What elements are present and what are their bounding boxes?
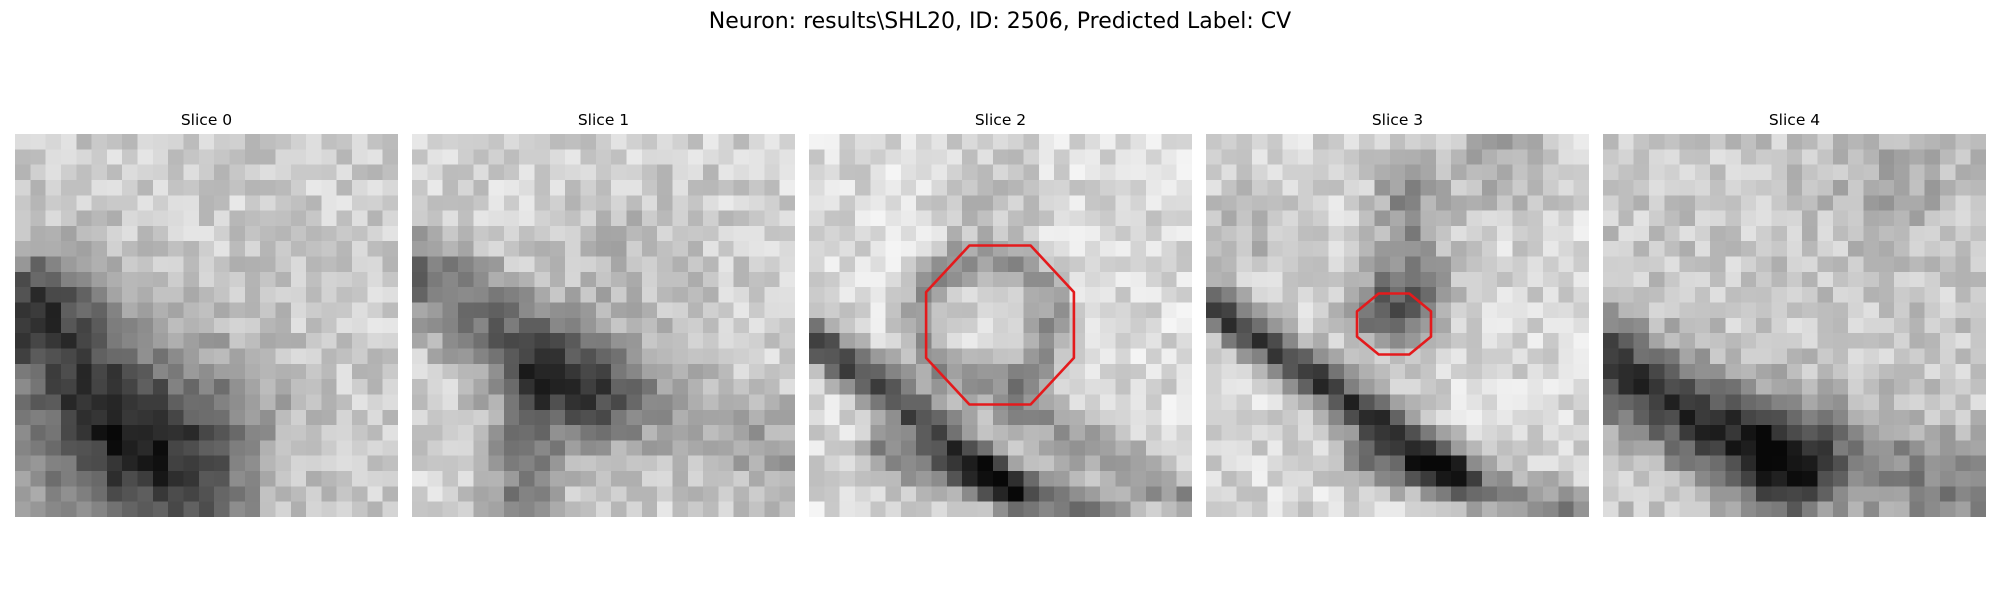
slice-title: Slice 2 [974, 111, 1027, 129]
slice-image [1603, 134, 1986, 517]
slice-title: Slice 4 [1768, 111, 1821, 129]
slice-image [412, 134, 795, 517]
slice-panel-3: Slice 3 [1206, 110, 1589, 517]
pixel-grid [1206, 134, 1589, 517]
slice-panel-1: Slice 1 [412, 110, 795, 517]
vesicle-outline [924, 244, 1076, 406]
figure-title: Neuron: results\SHL20, ID: 2506, Predict… [708, 9, 1292, 34]
slice-panel-0: Slice 0 [15, 110, 398, 517]
slice-image [15, 134, 398, 517]
pixel-grid [15, 134, 398, 517]
slice-panel-2: Slice 2 [809, 110, 1192, 517]
pixel-grid [1603, 134, 1986, 517]
slice-title: Slice 1 [577, 111, 630, 129]
slice-panel-4: Slice 4 [1603, 110, 1986, 517]
slice-title: Slice 0 [180, 111, 233, 129]
slice-image [809, 134, 1192, 517]
pixel-grid [412, 134, 795, 517]
pixel-grid [809, 134, 1192, 517]
slice-image [1206, 134, 1589, 517]
slice-title: Slice 3 [1371, 111, 1424, 129]
vesicle-outline [1355, 292, 1433, 356]
